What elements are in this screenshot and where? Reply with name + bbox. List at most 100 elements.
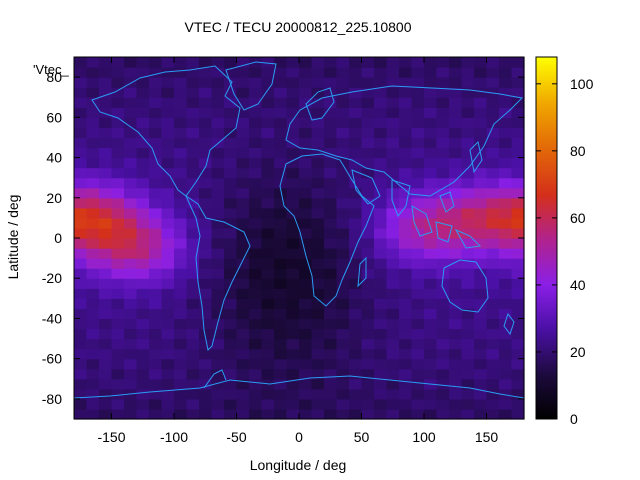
heatmap-cell [74,368,88,380]
heatmap-cell [186,338,200,350]
heatmap-cell [136,167,150,179]
heatmap-cell [124,147,138,159]
heatmap-cell [249,227,263,239]
heatmap-cell [386,57,400,68]
heatmap-cell [311,328,325,340]
heatmap-cell [374,378,388,390]
heatmap-cell [136,117,150,128]
heatmap-cell [111,238,125,249]
heatmap-cell [149,358,163,370]
heatmap-cell [461,258,475,269]
heatmap-cell [261,368,275,380]
heatmap-cell [111,117,125,128]
heatmap-cell [161,338,175,350]
heatmap-cell [411,408,425,420]
heatmap-cell [499,268,513,279]
heatmap-cell [136,137,150,149]
heatmap-cell [136,298,150,309]
heatmap-cell [199,328,213,340]
heatmap-cell [386,258,400,269]
heatmap-cell [349,408,363,420]
heatmap-cell [474,368,488,380]
heatmap-cell [361,177,375,189]
heatmap-cell [511,388,525,400]
heatmap-cell [99,248,113,259]
heatmap-cell [186,358,200,370]
heatmap-cell [236,227,250,239]
heatmap-cell [474,298,488,309]
heatmap-cell [399,97,413,108]
heatmap-cell [286,167,300,179]
heatmap-cell [136,388,150,400]
heatmap-cell [111,398,125,410]
heatmap-cell [324,288,338,299]
heatmap-cell [199,368,213,380]
heatmap-cell [374,77,388,88]
heatmap-cell [436,137,450,149]
heatmap-cell [336,348,350,360]
heatmap-cell [486,358,500,370]
heatmap-cell [436,368,450,380]
heatmap-cell [111,147,125,159]
heatmap-cell [99,288,113,299]
heatmap-cell [411,67,425,78]
heatmap-cell [211,97,225,108]
heatmap-cell [86,398,100,410]
heatmap-cell [86,348,100,360]
heatmap-cell [449,197,463,209]
heatmap-cell [399,87,413,98]
heatmap-cell [199,298,213,309]
heatmap-cell [324,308,338,320]
heatmap-cell [211,217,225,229]
heatmap-cell [349,348,363,360]
heatmap-cell [399,127,413,139]
heatmap-cell [399,378,413,390]
heatmap-cell [224,67,238,78]
heatmap-cell [424,388,438,400]
heatmap-cell [161,258,175,269]
heatmap-cell [324,147,338,159]
heatmap-cell [74,308,88,320]
heatmap-cell [349,157,363,169]
heatmap-cell [386,97,400,108]
heatmap-cell [136,187,150,199]
heatmap-cell [374,227,388,239]
heatmap-cell [199,278,213,289]
heatmap-cell [111,348,125,360]
heatmap-cell [449,368,463,380]
heatmap-cell [124,318,138,330]
heatmap-cell [186,137,200,149]
heatmap-cell [299,368,313,380]
heatmap-cell [186,328,200,340]
heatmap-cell [374,147,388,159]
heatmap-cell [486,348,500,360]
heatmap-cell [136,268,150,279]
heatmap-cell [161,278,175,289]
heatmap-cell [249,318,263,330]
coastline-scandinavia [305,87,335,121]
heatmap-cell [199,117,213,128]
heatmap-cell [261,318,275,330]
heatmap-cell [149,238,163,249]
heatmap-cell [424,408,438,420]
x-axis-label: Longitude / deg [250,457,347,473]
heatmap-cell [424,137,438,149]
heatmap-cell [299,147,313,159]
heatmap-cell [386,177,400,189]
heatmap-cell [286,117,300,128]
heatmap-cell [424,288,438,299]
heatmap-cell [324,358,338,370]
heatmap-cell [474,238,488,249]
heatmap-cell [299,197,313,209]
heatmap-cell [124,227,138,239]
heatmap-cell [299,398,313,410]
heatmap-cell [211,398,225,410]
heatmap-cell [249,368,263,380]
heatmap-cell [486,408,500,420]
heatmap-cell [324,388,338,400]
heatmap-cell [349,87,363,98]
x-tick-label: 50 [354,429,370,445]
heatmap-cell [211,368,225,380]
heatmap-cell [236,268,250,279]
heatmap-cell [486,378,500,390]
